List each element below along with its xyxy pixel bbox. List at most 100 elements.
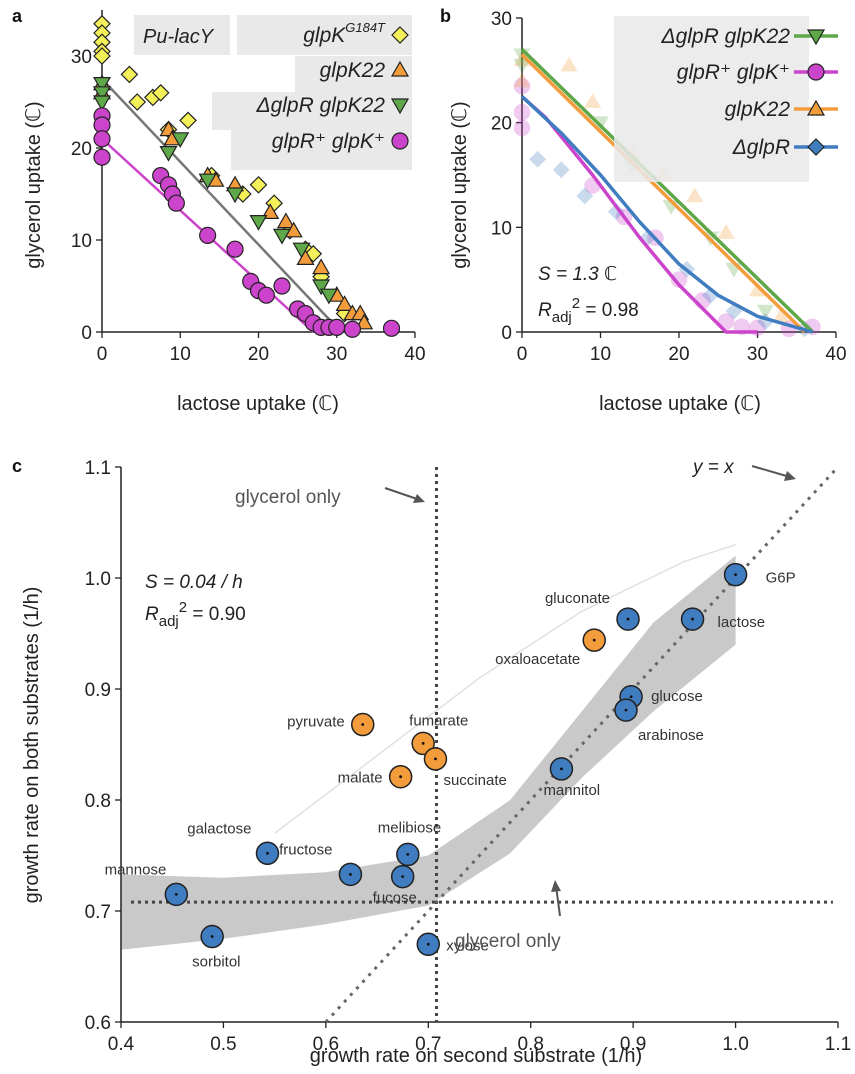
panel-c-label-malate: malate — [338, 770, 383, 787]
panel-a-point — [273, 277, 291, 295]
panel-a-fit-gray — [101, 78, 338, 329]
panel-c-label-glucose: glucose — [651, 688, 703, 705]
panel-c-point-center — [210, 935, 214, 938]
panel-a-point — [171, 132, 190, 149]
panel-a-legend-bg — [231, 128, 412, 170]
panel-a-point — [226, 240, 244, 258]
panel-a-point — [261, 203, 280, 219]
panel-a-point — [199, 226, 217, 244]
panel-c-x-tick-label: 0.9 — [620, 1034, 646, 1055]
panel-c-annotation-s: S = 0.04 / h — [145, 572, 243, 593]
panel-b-x-tick-label: 10 — [590, 344, 611, 365]
panel-b-series-line — [520, 48, 814, 334]
panel-a-legend-marker — [390, 98, 410, 115]
panel-c-point-center — [406, 852, 410, 856]
panel-c-point-center — [734, 573, 737, 577]
panel-a-x-tick-label: 0 — [97, 344, 108, 365]
panel-b-r: R — [538, 300, 552, 321]
panel-a-legend-marker — [391, 26, 409, 44]
panel-a-point — [128, 93, 147, 111]
panel-a-letter: a — [12, 6, 23, 26]
panel-b-faded-point — [670, 271, 688, 288]
panel-c-yx-diagonal — [324, 465, 840, 1024]
panel-c-point-center — [361, 723, 365, 726]
panel-a-legend-superscript: G184T — [345, 20, 386, 35]
panel-a-x-tick-label: 40 — [404, 344, 425, 365]
panel-b-axes: 0 10 20 30 40 0 10 20 30 — [491, 9, 847, 365]
panel-c-band — [121, 543, 736, 950]
panel-c-letter: c — [12, 456, 22, 476]
panel-a-points — [92, 14, 401, 338]
panel-b-series-line — [520, 95, 813, 334]
panel-b-legend-marker — [807, 138, 825, 156]
panel-c-x-tick-label: 0.6 — [313, 1034, 339, 1055]
panel-c-y-tick-label: 1.0 — [85, 569, 111, 590]
panel-c-point-center — [626, 617, 630, 621]
panel-a-point — [151, 83, 170, 102]
panel-a-legend-bg — [212, 92, 412, 130]
panel-a-point — [328, 318, 346, 336]
panel-b-legend-marker — [807, 63, 825, 81]
panel-b-y-tick-label: 30 — [491, 9, 512, 30]
panel-c-y-tick-label: 0.8 — [85, 791, 111, 812]
panel-c-y-tick-label: 0.9 — [85, 680, 111, 701]
panel-c-points: G6P lactose gluconate oxaloacetate glucose ar… — [105, 562, 796, 971]
panel-c-label-fucose: fucose — [373, 890, 417, 907]
panel-c-x-tick-label: 0.5 — [210, 1034, 236, 1055]
panel-a-point — [276, 212, 295, 229]
panel-a-x-tick-label: 20 — [248, 344, 269, 365]
panel-b-series-line — [520, 53, 806, 334]
panel-c-point-center — [426, 942, 430, 946]
panel-a-legend-name: glpR⁺ glpK⁺ — [272, 130, 385, 153]
panel-b-x-tick-label: 0 — [517, 344, 528, 365]
panel-b-y-tick-label: 0 — [501, 323, 512, 344]
panel-a-legend-name: ΔglpR glpK22 — [255, 94, 385, 117]
panel-a-legend-label: glpR⁺ glpK⁺ — [272, 130, 385, 153]
panel-c-y-tick-label: 0.6 — [85, 1013, 111, 1034]
panel-a-point — [225, 187, 245, 204]
panel-a-x-tick-label: 30 — [326, 344, 347, 365]
yx-label: y = x — [691, 457, 735, 478]
panel-c-label-G6P: G6P — [766, 570, 796, 587]
panel-c-label-arabinose: arabinose — [638, 727, 704, 744]
panel-b-legend-marker — [806, 29, 826, 46]
panel-c-x-tick-label: 0.7 — [415, 1034, 441, 1055]
panel-c-point-center — [266, 851, 269, 855]
panel-c-label-gluconate: gluconate — [545, 590, 610, 607]
panel-c-r: R — [145, 604, 159, 625]
panel-c-arrows — [384, 465, 796, 917]
panel-a-point — [93, 47, 111, 65]
panel-b-faded-point — [607, 203, 625, 221]
panel-b-legend-label: glpK22 — [725, 98, 791, 121]
panel-b-x-tick-label: 40 — [825, 344, 846, 365]
panel-c-thin-curve — [274, 543, 736, 834]
panel-c-label-oxaloacetate: oxaloacetate — [495, 651, 580, 668]
panel-a-legend-label: glpK22 — [320, 59, 386, 82]
panel-c-label-lactose: lactose — [718, 614, 766, 631]
panel-b-xlabel: lactose uptake (ℂ) — [599, 393, 761, 415]
panel-b-ylabel: glycerol uptake (ℂ) — [449, 101, 471, 268]
panel-c-point-center — [434, 757, 437, 761]
panel-c-confidence-band — [121, 555, 736, 950]
glycerol-only-label-bottom: glycerol only — [455, 931, 561, 952]
panel-c-label-xylose: xylose — [446, 937, 489, 954]
panel-c-point-center — [592, 638, 596, 642]
panel-c-point-center — [401, 875, 405, 878]
panel-a-legend: glpKG184T glpK22 ΔglpR glpK22 glpR⁺ glpK⁺ — [212, 15, 412, 170]
panel-c-point-center — [174, 892, 178, 896]
panel-a-legend-name: glpK22 — [320, 59, 386, 82]
panel-c-axes: 0.4 0.5 0.6 0.7 0.8 0.9 1.0 1.1 0.6 0.7 0.8 0.9 1.0 1… — [85, 458, 852, 1055]
panel-c-label-pyruvate: pyruvate — [287, 714, 345, 731]
panel-c-y-tick-label: 0.7 — [85, 902, 111, 923]
panel-b-faded-point — [513, 58, 531, 74]
panel-a-point — [92, 86, 112, 103]
panel-a-y-tick-label: 10 — [71, 231, 92, 252]
panel-b-annotation-r: Radj2 = 0.98 — [538, 295, 639, 326]
panel-c-point-center — [349, 872, 352, 876]
panel-b-faded-point — [576, 187, 594, 205]
panel-b-faded-point — [529, 150, 547, 168]
panel-b-r-sup: 2 — [572, 295, 580, 312]
panel-c-x-tick-label: 1.0 — [722, 1034, 748, 1055]
panel-a-point — [355, 313, 374, 330]
